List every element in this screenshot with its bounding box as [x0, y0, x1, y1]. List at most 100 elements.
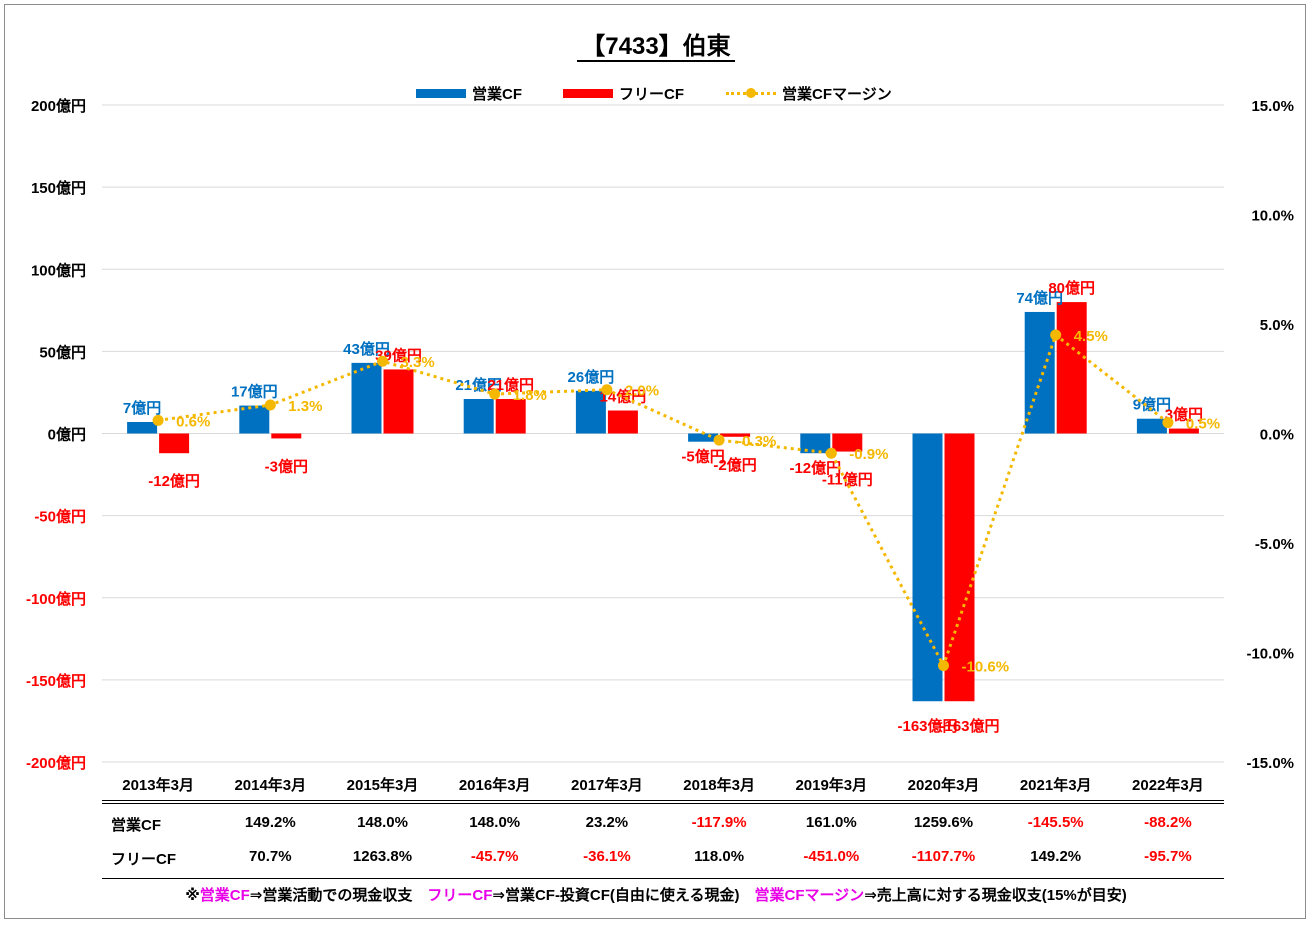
margin-point [377, 355, 388, 367]
data-label-operating-cf: -12億円 [789, 459, 841, 477]
data-label-operating-cf: 7億円 [123, 399, 161, 417]
bar-free-cf [944, 433, 975, 702]
table-bottom-rule [102, 878, 1224, 879]
data-label-cf-margin: 1.8% [513, 387, 547, 404]
table-cell: 161.0% [805, 814, 857, 831]
chart-title-text: 【7433】伯東 [577, 33, 735, 62]
y2-tick-label: -5.0% [1255, 536, 1294, 553]
x-tick-label: 2018年3月 [683, 776, 755, 794]
y2-tick-label: 0.0% [1260, 427, 1294, 444]
data-label-cf-margin: -0.3% [737, 433, 776, 450]
data-label-cf-margin: 0.5% [1186, 416, 1220, 433]
data-label-operating-cf: 26億円 [568, 368, 615, 386]
bar-free-cf [720, 433, 751, 437]
data-label-operating-cf: 21億円 [455, 376, 502, 394]
legend-swatch-free-cf [563, 88, 613, 98]
legend-swatch-operating-cf [416, 88, 466, 98]
x-tick-label: 2017年3月 [571, 776, 643, 794]
y2-tick-label: 10.0% [1251, 208, 1294, 225]
footnote-term-free-cf: フリーCF [427, 887, 493, 904]
data-label-cf-margin: 1.3% [288, 398, 322, 415]
table-top-rule-2 [102, 803, 1224, 804]
chart-frame [4, 4, 1306, 919]
data-label-operating-cf: 74億円 [1016, 289, 1063, 307]
y-tick-label: -50億円 [34, 508, 86, 526]
table-cell: 70.7% [249, 848, 292, 865]
y2-tick-label: 5.0% [1260, 317, 1294, 334]
data-label-free-cf: -12億円 [148, 472, 200, 490]
margin-point [938, 660, 949, 672]
table-cell: -36.1% [583, 848, 631, 865]
x-tick-label: 2021年3月 [1020, 776, 1092, 794]
footnote-prefix: ※ [185, 887, 200, 904]
data-label-free-cf: 21億円 [487, 376, 534, 394]
data-label-operating-cf: 43億円 [343, 340, 390, 358]
table-top-rule-1 [102, 800, 1224, 801]
data-label-free-cf: -3億円 [265, 457, 308, 475]
footnote-term-cf-margin: 営業CFマージン [754, 887, 865, 904]
footnote: ※営業CF⇒営業活動での現金収支 フリーCF⇒営業CF-投資CF(自由に使える現… [0, 884, 1312, 905]
data-label-free-cf: 80億円 [1048, 279, 1095, 297]
table-cell: 149.2% [1030, 848, 1082, 865]
y-tick-label: 50億円 [39, 343, 86, 361]
data-label-operating-cf: 9億円 [1133, 396, 1171, 414]
table-row-label-operating-cf: 営業CF [111, 817, 161, 834]
bar-free-cf [1056, 302, 1087, 434]
bar-operating-cf [239, 405, 270, 434]
table-cell: -95.7% [1144, 848, 1192, 865]
bar-free-cf [1168, 428, 1199, 434]
footnote-term-operating-cf: 営業CF [199, 887, 250, 904]
bar-free-cf [383, 369, 414, 434]
data-label-free-cf: -163億円 [939, 717, 999, 735]
legend-item-free-cf: フリーCF [563, 83, 684, 103]
footnote-desc-free-cf: ⇒営業CF-投資CF(自由に使える現金) [492, 887, 755, 904]
legend-label-free-cf: フリーCF [619, 85, 684, 103]
y-tick-label: 0億円 [48, 426, 86, 444]
bar-operating-cf [1024, 311, 1055, 434]
x-tick-label: 2020年3月 [908, 776, 980, 794]
margin-point [1050, 329, 1062, 341]
y2-tick-label: 15.0% [1251, 98, 1294, 115]
data-label-free-cf: 3億円 [1165, 406, 1203, 424]
data-label-cf-margin: 2.0% [625, 383, 659, 400]
margin-point [825, 447, 837, 459]
data-label-cf-margin: 0.6% [176, 413, 210, 430]
bar-operating-cf [575, 390, 606, 434]
legend-item-operating-cf: 営業CF [416, 83, 522, 103]
data-label-operating-cf: -5億円 [681, 448, 724, 466]
x-tick-label: 2013年3月 [122, 776, 194, 794]
table-cell: 1259.6% [913, 814, 974, 831]
table-row-label-free-cf: フリーCF [111, 851, 176, 868]
margin-point [489, 388, 501, 400]
margin-line [157, 332, 1169, 670]
bar-operating-cf [127, 422, 158, 434]
x-tick-label: 2014年3月 [234, 776, 306, 794]
legend-swatch-cf-margin [726, 87, 776, 99]
table-cell: -88.2% [1144, 814, 1192, 831]
table-cell: 148.0% [357, 814, 408, 831]
data-label-cf-margin: -10.6% [962, 659, 1010, 676]
table-cell: 148.0% [469, 814, 521, 831]
bar-free-cf [832, 433, 863, 452]
y2-tick-label: -10.0% [1246, 646, 1294, 663]
margin-point [264, 399, 276, 411]
table-cell: -45.7% [470, 848, 519, 865]
bar-free-cf [607, 410, 638, 434]
chart-title: 【7433】伯東 [0, 26, 1312, 62]
data-label-operating-cf: 17億円 [231, 383, 278, 401]
data-label-cf-margin: 3.3% [401, 354, 435, 371]
table-cell: 23.2% [585, 814, 629, 831]
data-label-operating-cf: -163億円 [897, 717, 957, 735]
x-tick-label: 2016年3月 [459, 776, 531, 794]
margin-point [601, 384, 613, 396]
margin-point [713, 434, 725, 446]
table-cell: -145.5% [1027, 814, 1084, 831]
x-tick-label: 2015年3月 [347, 776, 419, 794]
x-tick-label: 2019年3月 [795, 776, 867, 794]
bar-operating-cf [688, 433, 719, 442]
y-tick-label: 100億円 [31, 261, 86, 279]
legend-label-cf-margin: 営業CFマージン [782, 85, 892, 103]
table-cell: -451.0% [803, 848, 860, 865]
table-cell: 118.0% [694, 848, 745, 865]
